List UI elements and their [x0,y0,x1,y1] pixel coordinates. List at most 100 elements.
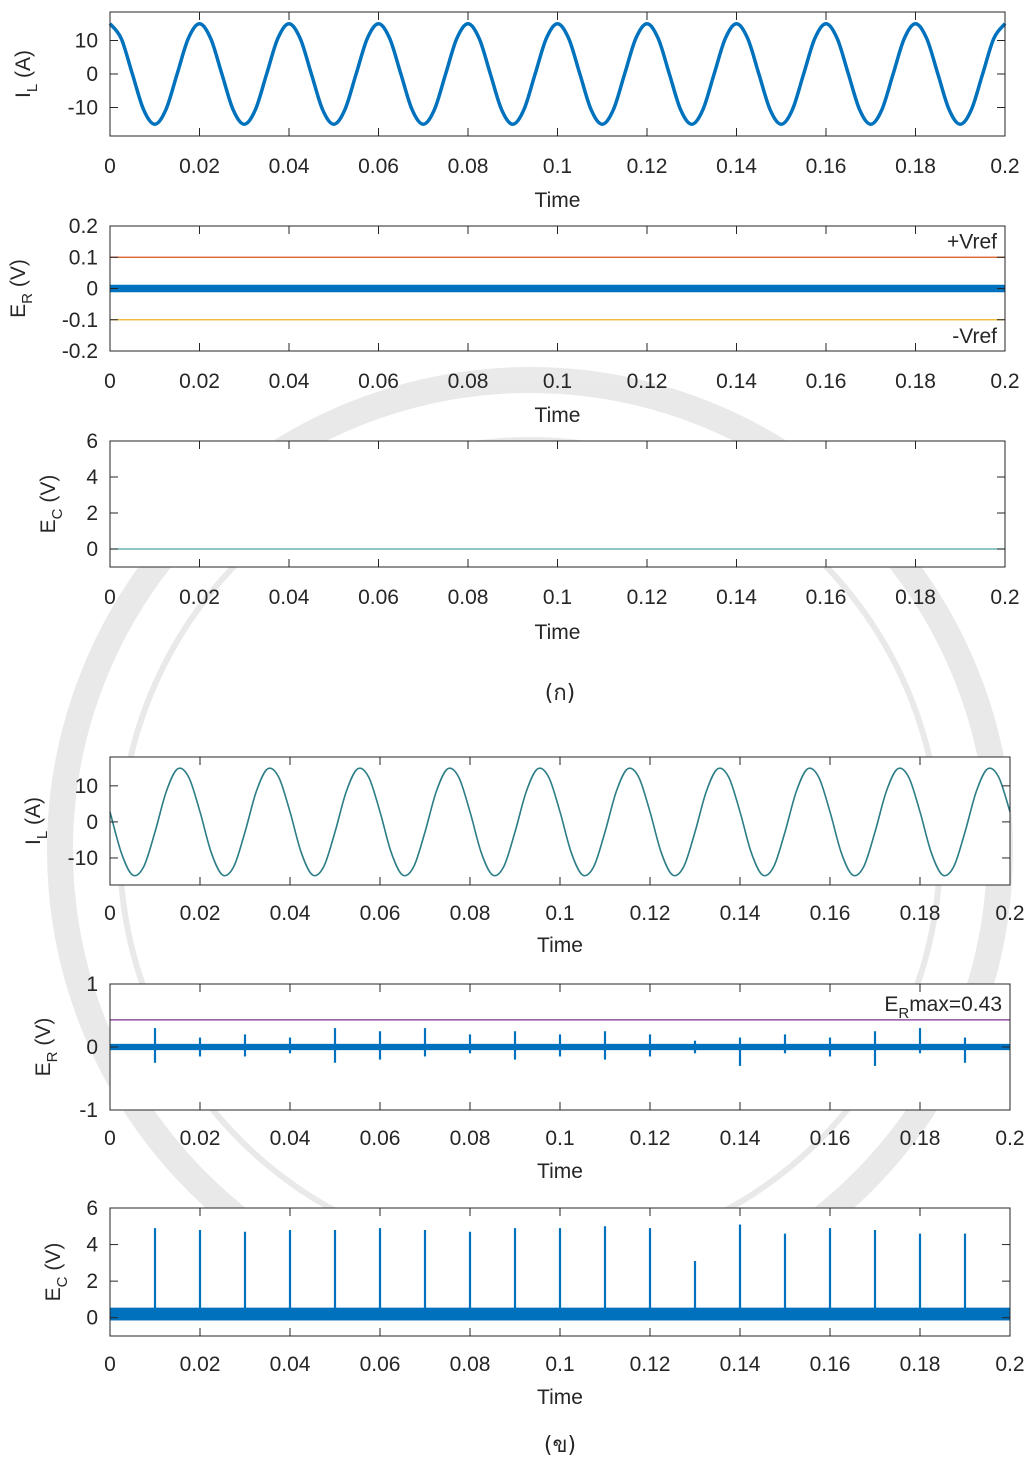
y-axis-label-main: I [12,92,35,98]
x-tick-label: 0.16 [806,155,847,178]
x-tick-label: 0.2 [990,370,1019,393]
x-tick-label: 0.1 [545,902,574,925]
y-tick-label: 0 [86,811,98,834]
data-line [109,767,1011,877]
y-axis-label-rest: (V) [7,259,30,293]
x-tick-label: 0.14 [716,370,757,393]
x-tick-label: 0.2 [995,1353,1024,1376]
y-tick-label: 10 [75,29,98,52]
x-tick-label: 0.08 [450,902,491,925]
y-tick-label: 2 [86,502,98,525]
y-axis-label: EC (V) [42,1243,71,1302]
annotation-sub: R [898,1005,909,1022]
y-axis-label-main: E [7,304,30,318]
x-tick-label: 0.04 [269,586,310,609]
y-axis-label-sub: L [34,831,51,839]
x-tick-label: 0.08 [450,1353,491,1376]
y-axis-label: IL (A) [22,797,51,845]
x-axis-label: Time [537,934,583,957]
y-axis-label-main: E [32,1062,55,1076]
noise-band [110,284,1005,293]
y-tick-label: 4 [86,1234,98,1257]
x-tick-label: 0.1 [543,155,572,178]
data-line [108,21,1007,127]
annotation-rest: max=0.43 [909,993,1002,1016]
x-axis-label: Time [535,404,581,427]
x-tick-label: 0.18 [900,902,941,925]
x-tick-label: 0 [104,155,116,178]
x-tick-label: 0.04 [269,370,310,393]
x-tick-label: 0.1 [545,1353,574,1376]
y-axis-label-sub: R [19,293,36,304]
x-tick-label: 0.08 [450,1127,491,1150]
x-tick-label: 0.08 [448,155,489,178]
x-tick-label: 0.06 [360,1127,401,1150]
y-tick-label: -1 [79,1099,98,1122]
x-tick-label: 0.1 [543,370,572,393]
x-tick-label: 0.04 [270,1353,311,1376]
x-axis-label: Time [537,1160,583,1183]
x-tick-label: 0 [104,586,116,609]
x-tick-label: 0.16 [810,1127,851,1150]
y-axis-label-main: E [37,519,60,533]
y-tick-label: 0.1 [69,246,98,269]
x-tick-label: 0.16 [806,370,847,393]
y-axis-label-rest: (V) [32,1018,55,1052]
x-tick-label: 0.1 [543,586,572,609]
y-tick-label: 0.2 [69,215,98,238]
x-tick-label: 0.18 [900,1127,941,1150]
y-tick-label: -0.2 [62,340,98,363]
y-tick-label: 10 [75,775,98,798]
y-tick-label: 0 [86,63,98,86]
x-tick-label: 0.12 [627,586,668,609]
x-tick-label: 0.12 [630,1353,671,1376]
x-tick-label: 0.14 [720,1127,761,1150]
plot-area [110,757,1010,885]
x-tick-label: 0.08 [448,586,489,609]
x-tick-label: 0.06 [358,370,399,393]
x-axis-label: Time [537,1386,583,1409]
y-tick-label: 0 [86,538,98,561]
x-tick-label: 0 [104,1127,116,1150]
x-tick-label: 0.16 [806,586,847,609]
x-tick-label: 0.16 [810,902,851,925]
x-tick-label: 0.04 [270,902,311,925]
x-tick-label: 0.06 [358,586,399,609]
x-axis-label: Time [535,621,581,644]
x-tick-label: 0.06 [358,155,399,178]
y-axis-label-sub: R [44,1051,61,1062]
annotation: ERmax=0.43 [884,993,1002,1022]
x-tick-label: 0.12 [630,902,671,925]
y-axis-label: IL (A) [12,50,41,98]
y-tick-label: -10 [68,97,98,120]
y-axis-label-sub: L [24,84,41,92]
x-tick-label: 0.18 [895,370,936,393]
x-tick-label: 0.06 [360,1353,401,1376]
x-tick-label: 0.18 [895,155,936,178]
x-tick-label: 0.04 [270,1127,311,1150]
x-tick-label: 0.12 [627,370,668,393]
x-tick-label: 0.02 [180,1127,221,1150]
annotation: -Vref [952,325,997,348]
x-tick-label: 0.14 [716,155,757,178]
caption: (ก) [545,681,576,706]
x-tick-label: 0.02 [179,155,220,178]
x-tick-label: 0.06 [360,902,401,925]
x-tick-label: 0.02 [180,902,221,925]
x-tick-label: 0.12 [627,155,668,178]
y-tick-label: 0 [86,1036,98,1059]
x-tick-label: 0.02 [179,370,220,393]
x-tick-label: 0.1 [545,1127,574,1150]
x-tick-label: 0.02 [179,586,220,609]
annotation: +Vref [947,230,997,253]
x-tick-label: 0 [104,902,116,925]
x-tick-label: 0.18 [900,1353,941,1376]
plot-area [110,441,1005,567]
x-tick-label: 0.18 [895,586,936,609]
y-tick-label: 6 [86,430,98,453]
x-tick-label: 0.14 [720,1353,761,1376]
x-tick-label: 0.12 [630,1127,671,1150]
x-tick-label: 0.2 [990,155,1019,178]
